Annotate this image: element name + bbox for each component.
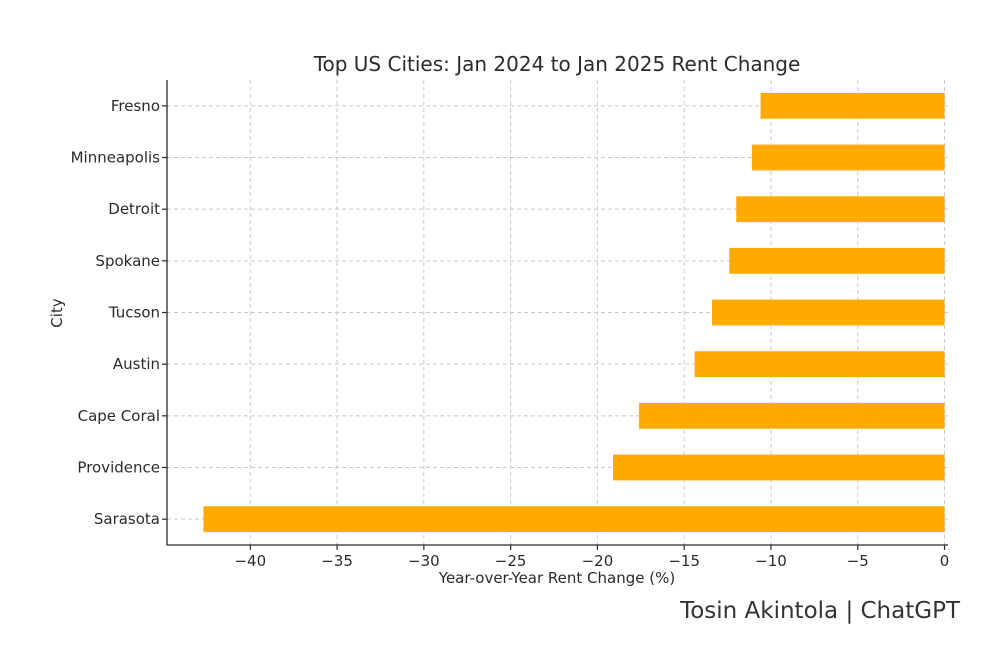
y-tick-label: Cape Coral: [78, 407, 160, 425]
bars: [203, 92, 945, 533]
y-tick-label: Tucson: [108, 304, 160, 322]
bar-tucson: [711, 299, 945, 326]
y-tick-label: Providence: [77, 459, 160, 477]
bar-fresno: [760, 92, 945, 119]
y-tick-label: Fresno: [111, 97, 160, 115]
x-tick-label: −25: [495, 552, 527, 570]
y-tick-label: Spokane: [95, 252, 160, 270]
credit-text: Tosin Akintola | ChatGPT: [680, 598, 960, 624]
x-tick-label: −5: [847, 552, 869, 570]
x-axis-ticks: −40 −35 −30 −25 −20 −15 −10 −5 0: [234, 545, 949, 570]
x-tick-label: −10: [755, 552, 787, 570]
bar-cape-coral: [639, 402, 945, 429]
x-tick-label: −15: [668, 552, 700, 570]
bar-sarasota: [203, 506, 945, 533]
chart-title: Top US Cities: Jan 2024 to Jan 2025 Rent…: [313, 52, 801, 76]
x-tick-label: −35: [321, 552, 353, 570]
bar-detroit: [736, 196, 945, 223]
y-axis-label: City: [48, 298, 66, 328]
x-tick-label: −40: [234, 552, 266, 570]
y-tick-label: Minneapolis: [71, 149, 161, 167]
x-tick-label: 0: [940, 552, 950, 570]
x-tick-label: −30: [408, 552, 440, 570]
y-tick-label: Austin: [113, 355, 160, 373]
x-tick-label: −20: [582, 552, 614, 570]
y-tick-label: Sarasota: [94, 510, 160, 528]
bar-minneapolis: [751, 144, 945, 171]
y-axis-ticks: Fresno Minneapolis Detroit Spokane Tucson Aus…: [71, 97, 167, 528]
y-tick-label: Detroit: [108, 200, 160, 218]
bar-providence: [613, 454, 945, 481]
bar-spokane: [729, 247, 945, 274]
axes-frame: [166, 80, 948, 546]
x-axis-label: Year-over-Year Rent Change (%): [438, 569, 675, 587]
bar-austin: [694, 351, 945, 378]
